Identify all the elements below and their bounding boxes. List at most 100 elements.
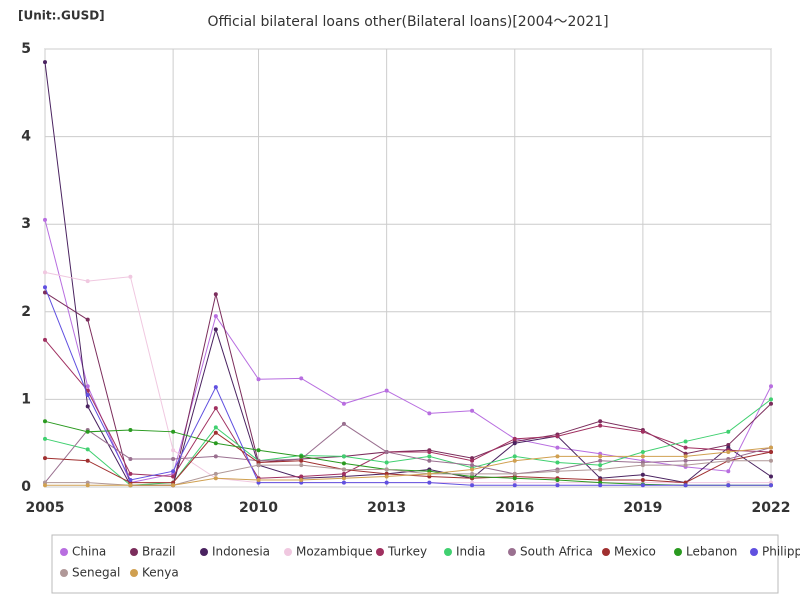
data-point <box>769 445 773 450</box>
data-point <box>213 292 218 297</box>
legend-label: Mexico <box>614 545 656 559</box>
data-point <box>171 448 176 453</box>
data-point <box>769 474 773 479</box>
data-point <box>43 290 47 295</box>
data-point <box>256 463 261 468</box>
data-point <box>598 463 603 468</box>
data-point <box>43 217 47 222</box>
legend-marker <box>674 548 682 556</box>
data-point <box>470 458 475 463</box>
data-point <box>598 454 603 459</box>
legend-label: Turkey <box>387 545 427 559</box>
data-point <box>683 483 688 488</box>
data-point <box>341 461 346 466</box>
data-point <box>555 434 560 439</box>
legend-label: India <box>456 545 485 559</box>
data-point <box>512 454 517 459</box>
data-point <box>299 458 304 463</box>
data-point <box>769 401 773 406</box>
data-point <box>640 483 645 488</box>
series-line <box>44 287 771 486</box>
data-point <box>470 471 475 476</box>
data-point <box>341 480 346 485</box>
data-point <box>683 463 688 468</box>
data-point <box>213 314 218 319</box>
data-point <box>470 483 475 488</box>
data-point <box>470 467 475 472</box>
data-point <box>427 411 432 416</box>
data-point <box>43 456 47 461</box>
plot-area <box>44 48 772 488</box>
data-point <box>555 483 560 488</box>
data-point <box>640 454 645 459</box>
data-point <box>213 476 218 481</box>
data-point <box>384 449 389 454</box>
data-point <box>171 456 176 461</box>
data-point <box>43 60 47 65</box>
data-point <box>213 471 218 476</box>
y-tick-label: 0 <box>21 479 31 495</box>
x-tick-label: 2008 <box>154 500 193 516</box>
data-point <box>128 477 133 482</box>
data-point <box>43 337 47 342</box>
data-point <box>85 447 90 452</box>
data-point <box>555 477 560 482</box>
data-point <box>470 463 475 468</box>
data-point <box>384 474 389 479</box>
legend-marker <box>60 548 68 556</box>
legend-label: South Africa <box>520 545 593 559</box>
legend-marker <box>130 569 138 577</box>
legend-marker <box>60 569 68 577</box>
series-line <box>44 219 772 484</box>
x-tick-label: 2013 <box>367 500 406 516</box>
data-point <box>213 454 218 459</box>
data-point <box>555 460 560 465</box>
data-point <box>213 430 218 435</box>
data-point <box>171 469 176 474</box>
data-point <box>427 458 432 463</box>
data-point <box>769 483 773 488</box>
x-tick-label: 2019 <box>623 500 662 516</box>
data-point <box>85 317 90 322</box>
series-line <box>44 420 771 486</box>
data-point <box>427 454 432 459</box>
data-point <box>85 404 90 409</box>
data-point <box>640 477 645 482</box>
legend-marker <box>444 548 452 556</box>
data-point <box>171 429 176 434</box>
legend-marker <box>508 548 516 556</box>
data-point <box>427 471 432 476</box>
data-point <box>299 376 304 381</box>
data-point <box>640 472 645 477</box>
data-point <box>598 467 603 472</box>
y-tick-label: 1 <box>21 391 31 407</box>
data-point <box>384 388 389 393</box>
series-line <box>45 447 772 486</box>
data-point <box>43 270 47 275</box>
data-point <box>427 480 432 485</box>
data-point <box>43 419 47 424</box>
data-point <box>769 397 773 402</box>
data-point <box>769 449 773 454</box>
series-line <box>44 62 772 486</box>
legend-label: Senegal <box>72 566 120 580</box>
data-point <box>341 467 346 472</box>
data-point <box>726 469 731 474</box>
data-point <box>171 474 176 479</box>
data-point <box>341 471 346 476</box>
data-point <box>341 421 346 426</box>
data-point <box>213 385 218 390</box>
data-point <box>512 458 517 463</box>
data-point <box>683 454 688 459</box>
data-point <box>512 441 517 446</box>
legend-marker <box>284 548 292 556</box>
data-point <box>512 483 517 488</box>
data-point <box>512 476 517 481</box>
legend-label: Indonesia <box>212 545 270 559</box>
data-point <box>85 458 90 463</box>
legend-marker <box>130 548 138 556</box>
data-point <box>598 458 603 463</box>
data-point <box>726 429 731 434</box>
data-point <box>384 467 389 472</box>
